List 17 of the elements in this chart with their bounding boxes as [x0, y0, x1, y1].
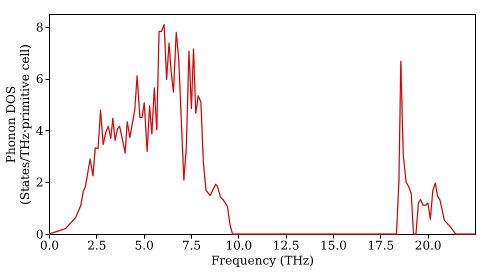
y-tick-label: 4 [36, 124, 44, 138]
x-tick-label: 5.0 [134, 238, 154, 252]
x-tick-label: 0.0 [40, 238, 60, 252]
line-series [48, 24, 476, 235]
y-tick-label: 2 [36, 176, 44, 190]
x-tick-label: 12.5 [272, 238, 300, 252]
y-tick-label: 8 [36, 20, 44, 34]
x-tick-label: 2.5 [87, 238, 106, 252]
x-tick-label: 10.0 [225, 238, 252, 252]
x-tick-label: 20.0 [414, 238, 442, 252]
x-tick-label: 15.0 [320, 238, 347, 252]
y-tick-label: 0 [36, 228, 44, 242]
x-tick-label: 7.5 [182, 238, 202, 252]
x-tick-label: 17.5 [367, 238, 394, 252]
x-axis-title: Frequency (THz) [211, 254, 314, 268]
y-axis-title: Phonon DOS (States/THz·primitive cell) [4, 44, 32, 205]
y-tick-label: 6 [36, 72, 44, 86]
